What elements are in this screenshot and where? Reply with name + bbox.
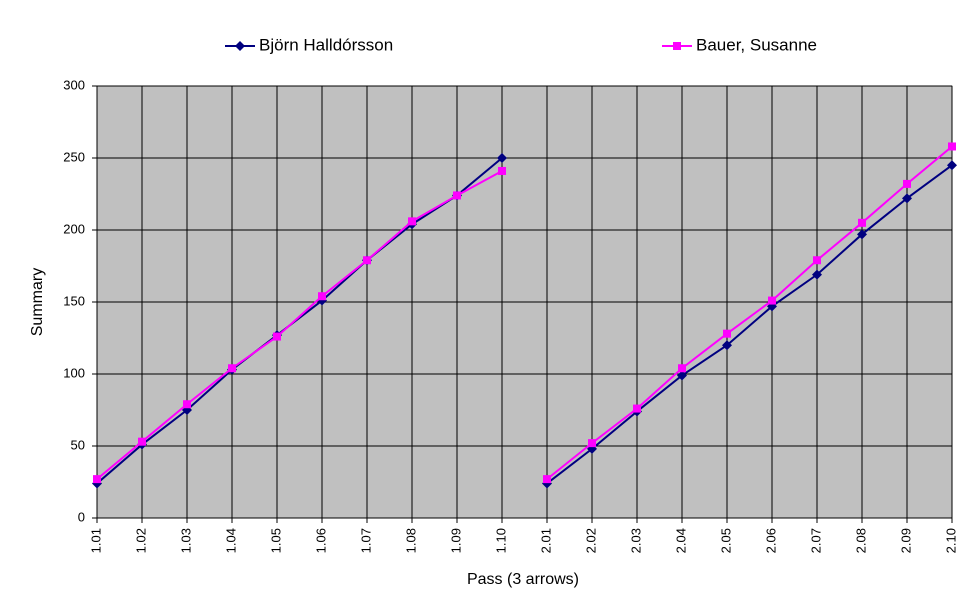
data-point xyxy=(678,364,686,373)
series-line xyxy=(96,145,953,480)
y-tick-label: 50 xyxy=(71,437,85,452)
y-tick-label: 150 xyxy=(63,293,85,308)
y-tick-label: 250 xyxy=(63,149,85,164)
x-tick-label: 2.05 xyxy=(718,528,733,553)
x-tick-label: 2.02 xyxy=(583,528,598,553)
legend-marker xyxy=(673,42,681,50)
data-point xyxy=(633,404,641,413)
x-tick-label: 2.01 xyxy=(538,528,553,553)
y-tick-label: 200 xyxy=(63,221,85,236)
legend-label: Björn Halldórsson xyxy=(259,35,393,54)
data-point xyxy=(497,153,507,163)
x-tick-label: 1.05 xyxy=(268,528,283,553)
data-point xyxy=(857,229,867,240)
data-point xyxy=(813,256,821,265)
data-point xyxy=(543,475,551,484)
x-tick-label: 1.06 xyxy=(313,528,328,553)
x-tick-label: 2.04 xyxy=(673,528,688,553)
data-point xyxy=(677,370,687,381)
x-tick-label: 1.10 xyxy=(493,528,508,553)
x-tick-label: 1.04 xyxy=(223,528,238,553)
data-point xyxy=(453,191,461,200)
x-tick-label: 2.10 xyxy=(943,528,958,553)
data-point xyxy=(722,340,732,351)
x-tick-label: 1.08 xyxy=(403,528,418,553)
x-tick-label: 2.06 xyxy=(763,528,778,553)
data-point xyxy=(498,166,506,175)
y-tick-label: 300 xyxy=(63,77,85,92)
data-point xyxy=(858,218,866,227)
data-point xyxy=(902,193,912,204)
data-point xyxy=(588,439,596,448)
data-point xyxy=(723,329,731,338)
data-point xyxy=(273,332,281,341)
data-point xyxy=(363,256,371,265)
data-point xyxy=(93,475,101,484)
x-axis-label: Pass (3 arrows) xyxy=(467,571,579,588)
x-tick-label: 1.03 xyxy=(178,528,193,553)
data-point xyxy=(903,179,911,188)
x-tick-label: 2.07 xyxy=(808,528,823,553)
data-point xyxy=(138,437,146,446)
data-point xyxy=(318,292,326,301)
x-tick-label: 1.02 xyxy=(133,528,148,553)
legend-label: Bauer, Susanne xyxy=(696,35,817,54)
legend-marker xyxy=(235,41,245,51)
y-axis-label: Summary xyxy=(29,268,46,336)
y-tick-label: 100 xyxy=(63,365,85,380)
data-point xyxy=(768,296,776,305)
x-tick-label: 2.03 xyxy=(628,528,643,553)
data-point xyxy=(812,269,822,280)
x-tick-label: 1.09 xyxy=(448,528,463,553)
y-tick-label: 0 xyxy=(78,509,85,524)
x-tick-label: 1.01 xyxy=(88,528,103,553)
data-point xyxy=(183,400,191,409)
x-tick-label: 1.07 xyxy=(358,528,373,553)
series-line xyxy=(96,157,953,485)
x-tick-label: 2.08 xyxy=(853,528,868,553)
data-point xyxy=(948,142,956,151)
data-point xyxy=(408,217,416,226)
data-point xyxy=(947,160,957,171)
data-point xyxy=(228,364,236,373)
x-tick-label: 2.09 xyxy=(898,528,913,553)
